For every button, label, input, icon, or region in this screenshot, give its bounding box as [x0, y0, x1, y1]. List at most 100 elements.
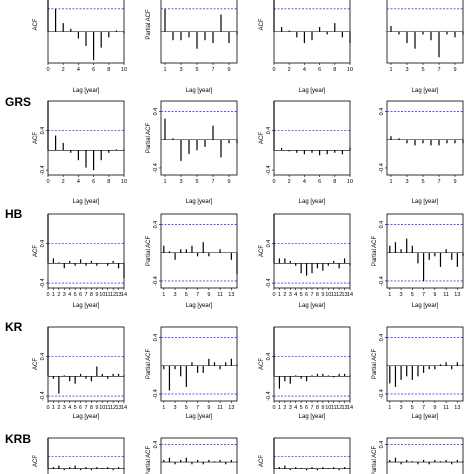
y-axis-title: ACF	[33, 18, 39, 30]
plot-frame	[160, 100, 238, 176]
x-tick-label: 2	[283, 292, 286, 298]
x-tick-label: 3	[289, 292, 292, 298]
y-tick-label: -0.4	[153, 276, 159, 285]
x-tick-label: 0	[46, 405, 49, 411]
plot-frame	[386, 437, 464, 474]
y-tick-label: -0.4	[40, 391, 46, 400]
x-tick-label: 9	[433, 405, 436, 411]
x-tick-label: 6	[92, 179, 95, 185]
x-tick-label: 5	[195, 67, 198, 73]
x-tick-label: 5	[411, 405, 414, 411]
x-tick-label: 4	[294, 292, 297, 298]
x-tick-label: 7	[310, 405, 313, 411]
x-tick-label: 7	[310, 292, 313, 298]
x-tick-label: 7	[211, 67, 214, 73]
y-axis-title: Partial ACF	[372, 235, 378, 266]
x-axis-title-r1c2: Lag [year]	[299, 199, 326, 205]
x-tick-label: 12	[110, 405, 116, 411]
y-tick-label: -0.4	[379, 389, 385, 398]
x-tick-label: 3	[63, 405, 66, 411]
x-tick-label: 5	[300, 405, 303, 411]
x-axis-title-r2c3: Lag [year]	[412, 303, 439, 309]
x-axis-title-r1c3: Lag [year]	[412, 199, 439, 205]
plot-frame	[273, 326, 351, 402]
x-tick-label: 6	[79, 292, 82, 298]
y-tick-label: -0.4	[379, 276, 385, 285]
x-tick-label: 8	[316, 292, 319, 298]
x-axis-title-r3c2: Lag [year]	[299, 414, 326, 420]
y-axis-title: ACF	[33, 132, 39, 144]
y-axis-title: Partial ACF	[146, 348, 152, 379]
x-tick-label: 11	[443, 405, 449, 411]
x-tick-label: 0	[46, 67, 49, 73]
x-tick-label: 7	[211, 179, 214, 185]
x-tick-label: 7	[84, 292, 87, 298]
x-tick-label: 11	[217, 405, 223, 411]
y-tick-label: 0.4	[266, 353, 272, 361]
acf-panel-r1c3: -0.4 0.4 1 3 5 7 9	[379, 100, 464, 185]
x-axis-title-r0c1: Lag [year]	[186, 88, 213, 94]
x-tick-label: 5	[74, 292, 77, 298]
x-tick-label: 10	[121, 179, 127, 185]
x-tick-label: 13	[228, 292, 234, 298]
x-tick-label: 0	[272, 179, 275, 185]
x-tick-label: 5	[411, 292, 414, 298]
x-tick-label: 7	[84, 405, 87, 411]
x-tick-label: 1	[389, 179, 392, 185]
x-tick-label: 9	[321, 292, 324, 298]
x-axis-title-r3c3: Lag [year]	[412, 414, 439, 420]
plot-frame	[160, 213, 238, 289]
x-tick-label: 2	[57, 405, 60, 411]
x-tick-label: 3	[289, 405, 292, 411]
y-tick-label: 0.4	[40, 240, 46, 248]
x-tick-label: 12	[336, 292, 342, 298]
x-tick-label: 8	[90, 405, 93, 411]
x-tick-label: 14	[347, 405, 353, 411]
x-tick-label: 7	[437, 179, 440, 185]
x-tick-label: 8	[107, 67, 110, 73]
x-tick-label: 9	[433, 292, 436, 298]
x-tick-label: 5	[300, 292, 303, 298]
x-tick-label: 10	[99, 405, 105, 411]
x-tick-label: 3	[179, 67, 182, 73]
y-tick-label: 0.4	[266, 240, 272, 248]
y-axis-title: ACF	[259, 358, 265, 370]
x-tick-label: 13	[454, 405, 460, 411]
acf-panel-r0c3: 1 3 5 7 9	[386, 0, 464, 73]
x-tick-label: 2	[57, 292, 60, 298]
x-tick-label: 6	[305, 292, 308, 298]
y-tick-label: 0.4	[153, 108, 159, 116]
x-tick-label: 9	[207, 292, 210, 298]
x-tick-label: 12	[110, 292, 116, 298]
x-tick-label: 11	[217, 292, 223, 298]
x-tick-label: 3	[405, 179, 408, 185]
x-tick-label: 3	[400, 405, 403, 411]
x-tick-label: 13	[342, 405, 348, 411]
x-tick-label: 6	[79, 405, 82, 411]
x-tick-label: 12	[336, 405, 342, 411]
x-tick-label: 0	[46, 292, 49, 298]
acf-panel-r4c2: ACF	[259, 437, 351, 474]
x-tick-label: 9	[227, 179, 230, 185]
x-tick-label: 4	[303, 179, 306, 185]
x-tick-label: 0	[46, 179, 49, 185]
x-axis-titles: Lag [year] Lag [year] Lag [year] Lag [ye…	[73, 88, 439, 420]
x-tick-label: 0	[272, 67, 275, 73]
x-tick-label: 1	[388, 405, 391, 411]
x-axis-title-r3c1: Lag [year]	[186, 414, 213, 420]
x-tick-label: 1	[52, 405, 55, 411]
x-axis-title-r2c1: Lag [year]	[186, 303, 213, 309]
x-tick-label: 6	[318, 67, 321, 73]
acf-panel-r1c2: -0.4 0.4 0 2 4 6 8 10 ACF	[259, 100, 353, 185]
x-tick-label: 5	[421, 67, 424, 73]
y-tick-label: 0.4	[266, 127, 272, 135]
x-tick-label: 1	[163, 179, 166, 185]
x-tick-label: 9	[95, 405, 98, 411]
x-tick-label: 13	[454, 292, 460, 298]
x-tick-label: 1	[389, 67, 392, 73]
